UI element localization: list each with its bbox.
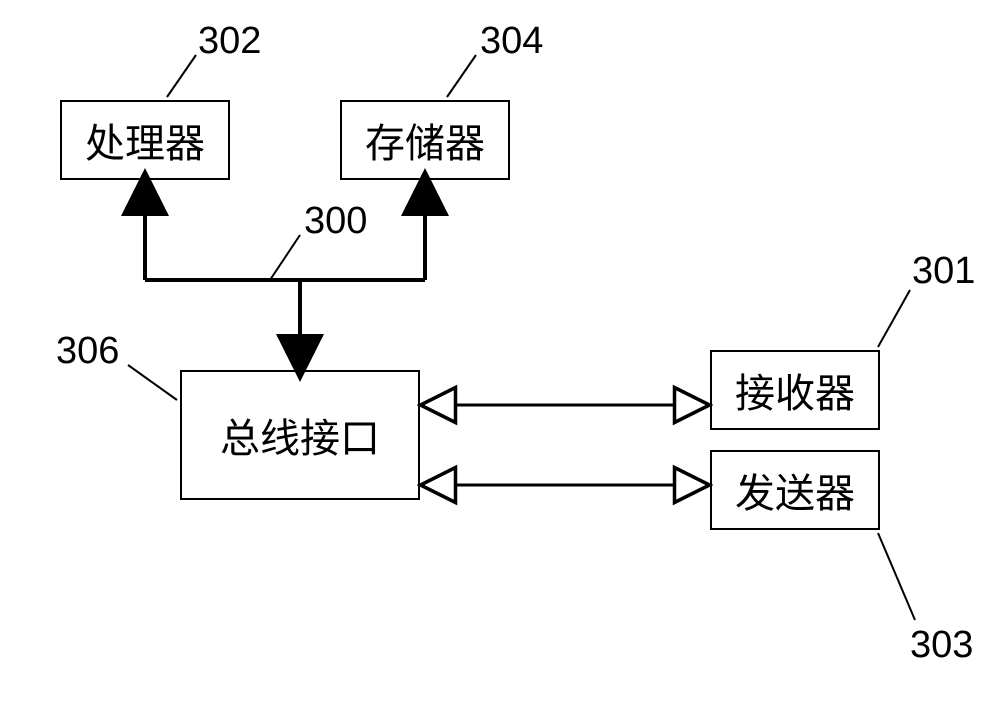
processor-label: 处理器 bbox=[85, 111, 205, 169]
ref-300: 300 bbox=[304, 200, 367, 243]
bus-box: 总线接口 bbox=[180, 370, 420, 500]
leader-300 bbox=[270, 235, 300, 280]
ref-301: 301 bbox=[912, 250, 975, 293]
leader-301 bbox=[878, 290, 910, 347]
leader-306 bbox=[128, 365, 177, 400]
bus-label: 总线接口 bbox=[220, 406, 380, 464]
processor-box: 处理器 bbox=[60, 100, 230, 180]
leader-304 bbox=[447, 55, 476, 97]
ref-306: 306 bbox=[56, 330, 119, 373]
ref-304: 304 bbox=[480, 20, 543, 63]
sender-label: 发送器 bbox=[735, 461, 855, 519]
leader-302 bbox=[167, 55, 196, 97]
receiver-label: 接收器 bbox=[735, 361, 855, 419]
memory-box: 存储器 bbox=[340, 100, 510, 180]
diagram-canvas: 处理器 存储器 总线接口 接收器 发送器 302 304 300 306 301… bbox=[0, 0, 1000, 716]
memory-label: 存储器 bbox=[365, 111, 485, 169]
sender-box: 发送器 bbox=[710, 450, 880, 530]
ref-302: 302 bbox=[198, 20, 261, 63]
ref-303: 303 bbox=[910, 624, 973, 667]
receiver-box: 接收器 bbox=[710, 350, 880, 430]
leader-303 bbox=[878, 533, 915, 620]
